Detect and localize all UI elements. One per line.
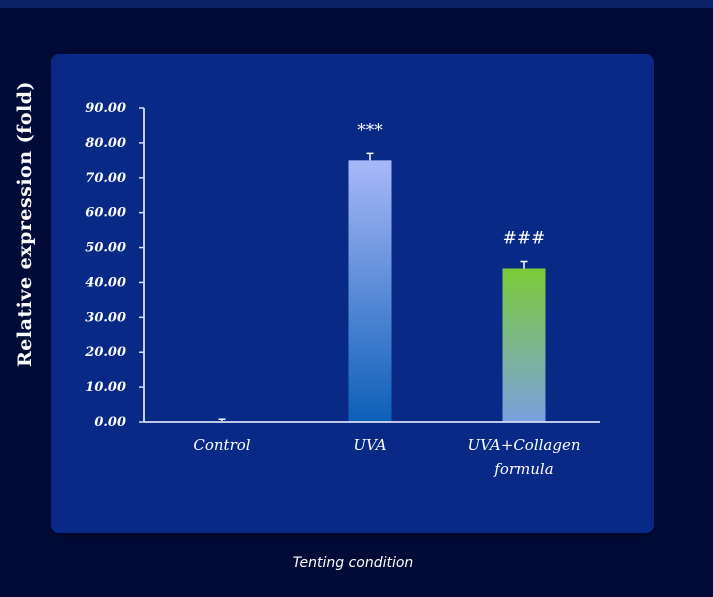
x-ticks: Control UVA UVA+Collagen formula [193, 436, 580, 478]
y-tick-label: 40.00 [85, 275, 126, 290]
y-tick-label: 80.00 [85, 136, 126, 151]
x-tick-label: UVA [353, 436, 386, 454]
y-tick-label: 60.00 [85, 206, 126, 221]
y-tick-label: 50.00 [85, 241, 126, 256]
x-tick-label: UVA+Collagen [467, 436, 580, 454]
y-tick-label: 20.00 [84, 345, 126, 360]
x-axis-label: Tenting condition [292, 555, 414, 571]
y-tick-label: 0.00 [94, 415, 126, 430]
y-tick-label: 30.00 [85, 310, 126, 325]
y-ticks: 0.00 10.00 20.00 30.00 40.00 50.00 60.00 70.00 8… [84, 101, 144, 430]
x-tick-label: Control [193, 436, 250, 454]
y-tick-label: 10.00 [85, 380, 126, 395]
y-tick-label: 90.00 [85, 101, 126, 116]
bar [502, 268, 546, 422]
significance-label: *** [357, 120, 383, 140]
bar [348, 160, 392, 423]
top-band [0, 0, 713, 8]
axes [143, 108, 600, 423]
x-tick-label: formula [493, 460, 553, 478]
bars: *** ### [218, 120, 546, 423]
y-tick-label: 70.00 [85, 171, 126, 186]
significance-label: ### [503, 229, 546, 249]
